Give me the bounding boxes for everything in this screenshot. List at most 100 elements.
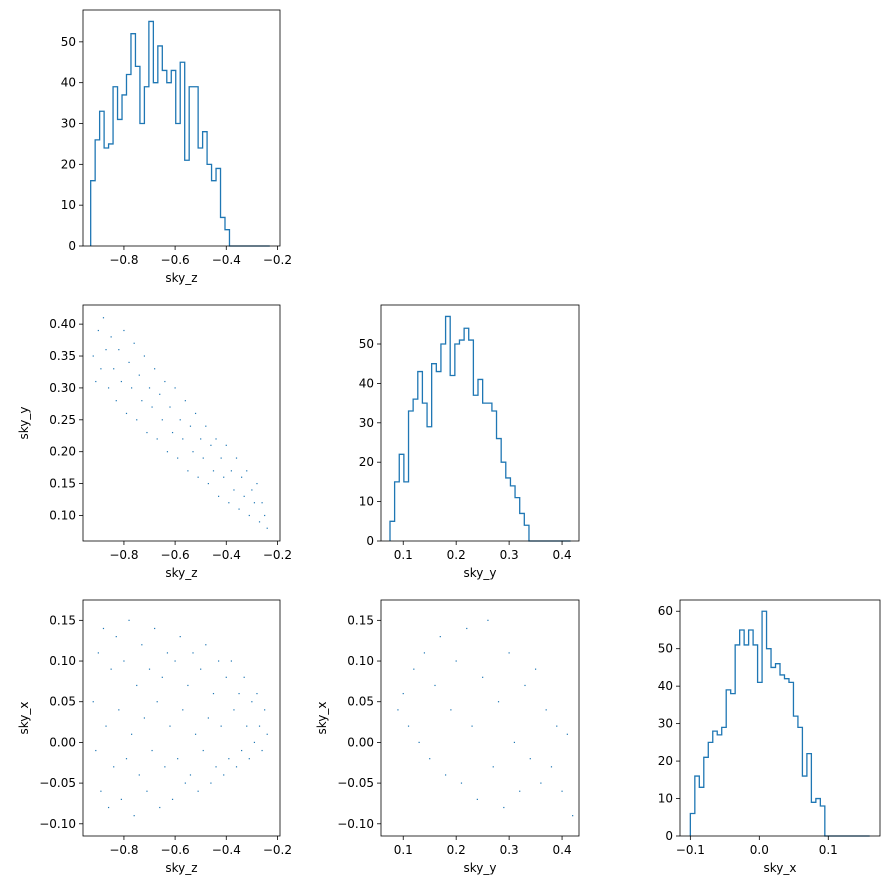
y-tick-label: 0.25 [49, 413, 76, 427]
scatter-point [246, 470, 248, 472]
scatter-point [177, 758, 179, 760]
y-tick-label: 0 [68, 239, 76, 253]
scatter-point [503, 806, 505, 809]
histogram-step-line [90, 20, 270, 247]
x-tick-label: −0.8 [109, 843, 138, 857]
scatter-point [202, 457, 204, 459]
scatter-point [223, 476, 225, 478]
x-tick-label: 0.0 [750, 843, 769, 857]
scatter-point [439, 636, 441, 638]
scatter-point [243, 676, 245, 678]
y-tick-label: 0.05 [347, 695, 374, 709]
x-axis-label: sky_z [165, 271, 197, 285]
scatter-point [218, 660, 220, 662]
scatter-point [220, 725, 222, 727]
scatter-point [161, 676, 163, 678]
x-tick-label: 0.1 [394, 843, 413, 857]
scatter-point [238, 692, 240, 695]
y-tick-label: 30 [359, 416, 374, 430]
scatter-point [174, 660, 176, 662]
scatter-point [261, 749, 263, 752]
scatter-point [460, 782, 463, 784]
scatter-point [197, 476, 199, 478]
y-tick-label: −0.05 [337, 776, 374, 790]
scatter-point [105, 725, 107, 727]
scatter-point [151, 406, 153, 408]
panel-scatter_zx: −0.8 −0.6 −0.4 −0.2 −0.10 −0.05 0.00 0.05 0.10 0.… [17, 599, 292, 875]
y-axis-label: sky_y [17, 407, 31, 440]
scatter-point [508, 652, 510, 654]
scatter-point [519, 790, 521, 792]
y-tick-label: 50 [61, 35, 76, 49]
x-axis-label: sky_y [464, 566, 497, 580]
y-tick-label: −0.05 [39, 776, 76, 790]
y-tick-label: 10 [359, 495, 374, 509]
scatter-point [125, 758, 128, 760]
panel-hist_z: −0.8 −0.6 −0.4 −0.2 0 10 20 30 40 50 sky_z [61, 9, 292, 285]
scatter-point [166, 451, 169, 453]
scatter-point [205, 644, 207, 646]
x-tick-label: −0.4 [212, 843, 241, 857]
scatter-point [264, 709, 266, 711]
scatter-point [243, 495, 245, 497]
scatter-point [100, 790, 102, 792]
scatter-point [261, 502, 263, 504]
y-tick-label: 0.10 [49, 654, 76, 668]
scatter-point [423, 652, 426, 654]
axes-frame [82, 9, 281, 247]
scatter-point [136, 684, 138, 687]
x-tick-label: 0.1 [394, 548, 413, 562]
x-tick-label: 0.1 [819, 843, 838, 857]
scatter-point [524, 684, 526, 687]
scatter-point [253, 741, 256, 744]
scatter-point [225, 444, 227, 446]
x-tick-label: 0.2 [447, 843, 466, 857]
histogram-step-line [689, 610, 870, 837]
y-axis-label: sky_x [17, 702, 31, 735]
scatter-point [133, 342, 135, 344]
scatter-point [572, 815, 574, 817]
y-tick-label: 0.35 [49, 349, 76, 363]
scatter-point [171, 798, 174, 800]
scatter-point [113, 766, 115, 768]
scatter-point [184, 782, 186, 784]
scatter-point [95, 380, 97, 383]
scatter-point [143, 717, 145, 719]
scatter-point [251, 701, 253, 703]
scatter-point [513, 741, 516, 744]
y-tick-label: 0.00 [49, 735, 76, 749]
scatter-point [171, 431, 174, 434]
scatter-point [169, 725, 171, 727]
scatter-point [238, 508, 240, 510]
scatter-point [194, 733, 197, 735]
scatter-point [92, 701, 94, 703]
scatter-point [556, 725, 558, 727]
x-tick-label: 0.4 [553, 548, 572, 562]
x-axis-label: sky_z [165, 861, 197, 875]
panel-hist_y: 0.1 0.2 0.3 0.4 0 10 20 30 40 50 sky_y [359, 304, 580, 580]
scatter-point [202, 749, 204, 752]
scatter-point [159, 806, 161, 809]
scatter-point [230, 660, 232, 662]
scatter-point [156, 701, 158, 703]
scatter-point [230, 470, 232, 472]
scatter-point [133, 815, 135, 817]
scatter-point [212, 692, 215, 695]
scatter-point [487, 619, 489, 621]
y-tick-label: 0.20 [49, 445, 76, 459]
scatter-point [169, 406, 171, 408]
y-tick-label: 0.15 [49, 613, 76, 627]
scatter-point [471, 725, 473, 727]
y-tick-label: 40 [359, 376, 374, 390]
scatter-point [110, 336, 112, 338]
scatter-point [212, 470, 215, 472]
x-tick-label: −0.2 [263, 253, 292, 267]
scatter-point [529, 758, 531, 760]
scatter-point [264, 514, 266, 517]
scatter-point [455, 660, 457, 662]
scatter-point [497, 701, 500, 703]
scatter-point [223, 774, 225, 776]
scatter-point [566, 733, 568, 735]
y-tick-label: 20 [359, 455, 374, 469]
scatter-point [182, 709, 184, 711]
